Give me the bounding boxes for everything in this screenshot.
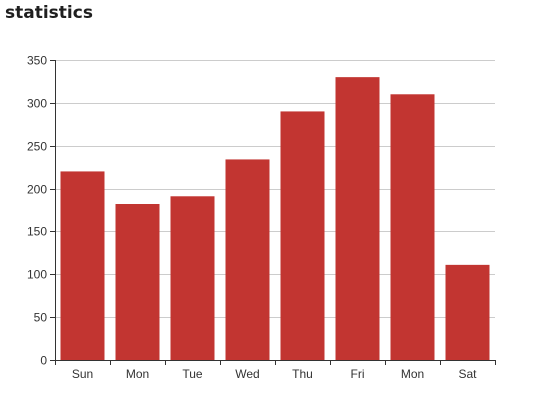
y-tick-label: 200	[27, 183, 47, 197]
x-tick-label: Mon	[401, 367, 424, 381]
x-tick-label: Thu	[292, 367, 313, 381]
x-tick-label: Tue	[182, 367, 203, 381]
bar-mon	[390, 94, 435, 361]
y-tick-label: 300	[27, 97, 47, 111]
x-tick-label: Mon	[126, 367, 149, 381]
y-tick-label: 50	[34, 311, 48, 325]
x-tick-label: Sun	[72, 367, 93, 381]
bar-tue	[170, 196, 215, 360]
bar-wed	[225, 159, 270, 360]
bar-fri	[335, 77, 380, 361]
x-tick-label: Wed	[235, 367, 259, 381]
y-tick-label: 350	[27, 54, 47, 68]
bar-mon	[115, 204, 160, 360]
x-tick-label: Sat	[458, 367, 477, 381]
bar-thu	[280, 111, 325, 360]
chart-title: statistics	[5, 3, 93, 23]
y-tick-label: 100	[27, 268, 47, 282]
y-tick-label: 0	[40, 354, 47, 368]
x-tick-label: Fri	[351, 367, 365, 381]
y-tick-label: 150	[27, 225, 47, 239]
y-tick-label: 250	[27, 140, 47, 154]
bar-sat	[445, 264, 490, 360]
bar-sun	[60, 171, 105, 360]
